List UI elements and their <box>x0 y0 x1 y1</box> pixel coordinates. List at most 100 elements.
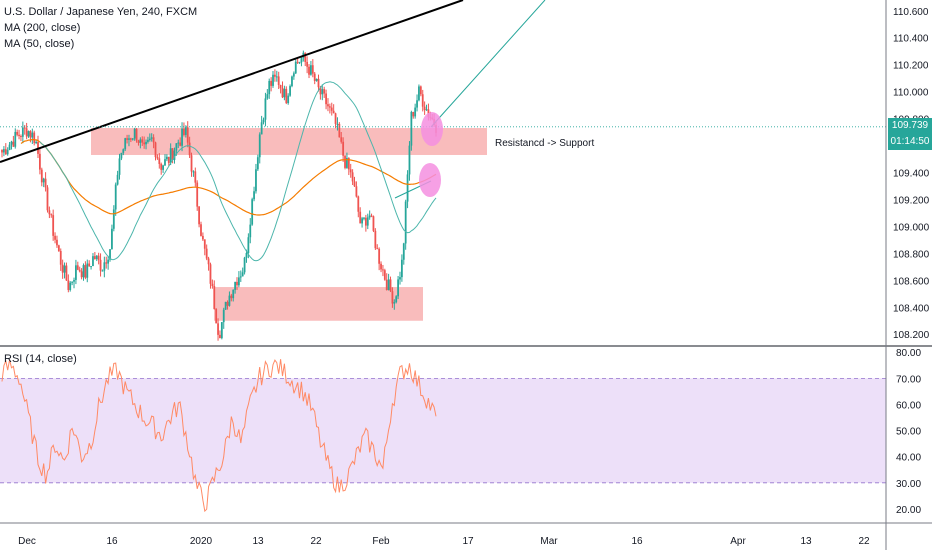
candle-body <box>84 265 87 278</box>
candle-body <box>217 323 219 335</box>
candle-body <box>289 86 291 96</box>
candle-body <box>349 169 352 173</box>
candle-body <box>54 235 56 240</box>
candle-body <box>116 174 119 185</box>
candle-body <box>321 89 324 95</box>
candle-body <box>194 171 197 183</box>
candle-body <box>114 184 117 210</box>
candle-body <box>224 301 227 310</box>
last-price-badge: 109.739 <box>888 118 932 134</box>
candle-body <box>124 138 127 150</box>
candle-body <box>311 65 314 74</box>
candle-body <box>139 139 142 143</box>
candle-body <box>292 73 295 77</box>
candle-body <box>80 271 83 278</box>
candle-body <box>416 100 418 108</box>
candle-body <box>35 141 38 144</box>
candle-body <box>374 230 377 249</box>
candle-body <box>129 138 132 140</box>
candle-body <box>177 142 180 144</box>
candle-body <box>175 143 178 151</box>
candle-body <box>404 201 407 244</box>
candle-body <box>366 217 369 226</box>
candle-body <box>67 280 70 290</box>
candle-body <box>385 279 388 290</box>
candle-body <box>148 138 151 140</box>
candle-body <box>357 196 360 212</box>
candle-body <box>219 334 221 339</box>
candle-body <box>353 181 356 187</box>
time-tick-label: Feb <box>372 536 390 547</box>
candle-body <box>167 156 170 163</box>
candle-body <box>71 281 74 283</box>
candle-body <box>198 206 201 225</box>
candle-body <box>272 74 274 86</box>
candle-body <box>402 243 405 260</box>
candle-body <box>310 65 312 75</box>
candle-body <box>21 127 24 137</box>
candle-body <box>133 128 136 139</box>
candle-body <box>107 259 110 264</box>
candle-body <box>156 157 159 159</box>
rsi-band <box>0 378 886 483</box>
candle-body <box>131 138 134 140</box>
candle-body <box>220 322 223 339</box>
candle-body <box>251 199 254 225</box>
candle-body <box>372 216 375 231</box>
candle-body <box>387 279 390 290</box>
candle-body <box>27 131 30 137</box>
candle-body <box>160 163 163 170</box>
price-legend: U.S. Dollar / Japanese Yen, 240, FXCM MA… <box>4 4 197 52</box>
candle-body <box>340 137 343 142</box>
price-tick-label: 109.400 <box>893 169 930 180</box>
candle-body <box>188 142 191 156</box>
candle-body <box>143 142 146 145</box>
candle-body <box>2 149 5 153</box>
rsi-legend: RSI (14, close) <box>4 351 77 367</box>
candle-body <box>378 248 381 264</box>
candle-body <box>279 85 282 89</box>
candle-body <box>330 107 333 111</box>
candle-body <box>275 76 278 78</box>
candle-body <box>20 135 22 137</box>
candle-body <box>211 283 214 287</box>
candle-body <box>118 158 121 175</box>
rsi-tick-label: 30.00 <box>896 479 921 490</box>
candle-body <box>315 78 318 81</box>
candle-body <box>355 186 358 197</box>
candle-body <box>120 152 123 159</box>
candle-body <box>137 140 140 143</box>
candle-body <box>186 127 189 143</box>
ma200-line <box>20 138 437 216</box>
candle-body <box>380 263 382 270</box>
candle-body <box>209 264 212 284</box>
candle-body <box>141 139 144 143</box>
candle-body <box>334 113 337 124</box>
candle-body <box>162 165 164 170</box>
candle-body <box>270 80 273 86</box>
candle-body <box>97 255 100 260</box>
candle-body <box>313 73 316 81</box>
candle-body <box>169 148 172 163</box>
candle-body <box>16 131 19 135</box>
candle-body <box>395 296 398 303</box>
price-tick-label: 110.200 <box>893 61 929 72</box>
candle-body <box>327 104 329 107</box>
time-tick-label: 17 <box>462 536 474 547</box>
candle-body <box>25 128 28 137</box>
candle-body <box>1 149 3 153</box>
rsi-tick-label: 70.00 <box>896 374 921 385</box>
candle-body <box>103 262 106 271</box>
price-tick-label: 109.000 <box>893 222 930 233</box>
candle-body <box>351 172 354 182</box>
candle-body <box>48 210 51 215</box>
candle-body <box>306 61 309 67</box>
candle-body <box>57 245 60 251</box>
time-tick-label: Dec <box>18 536 36 547</box>
candle-body <box>423 106 426 110</box>
candle-body <box>393 302 396 304</box>
candle-body <box>232 289 235 299</box>
candle-body <box>78 269 81 272</box>
